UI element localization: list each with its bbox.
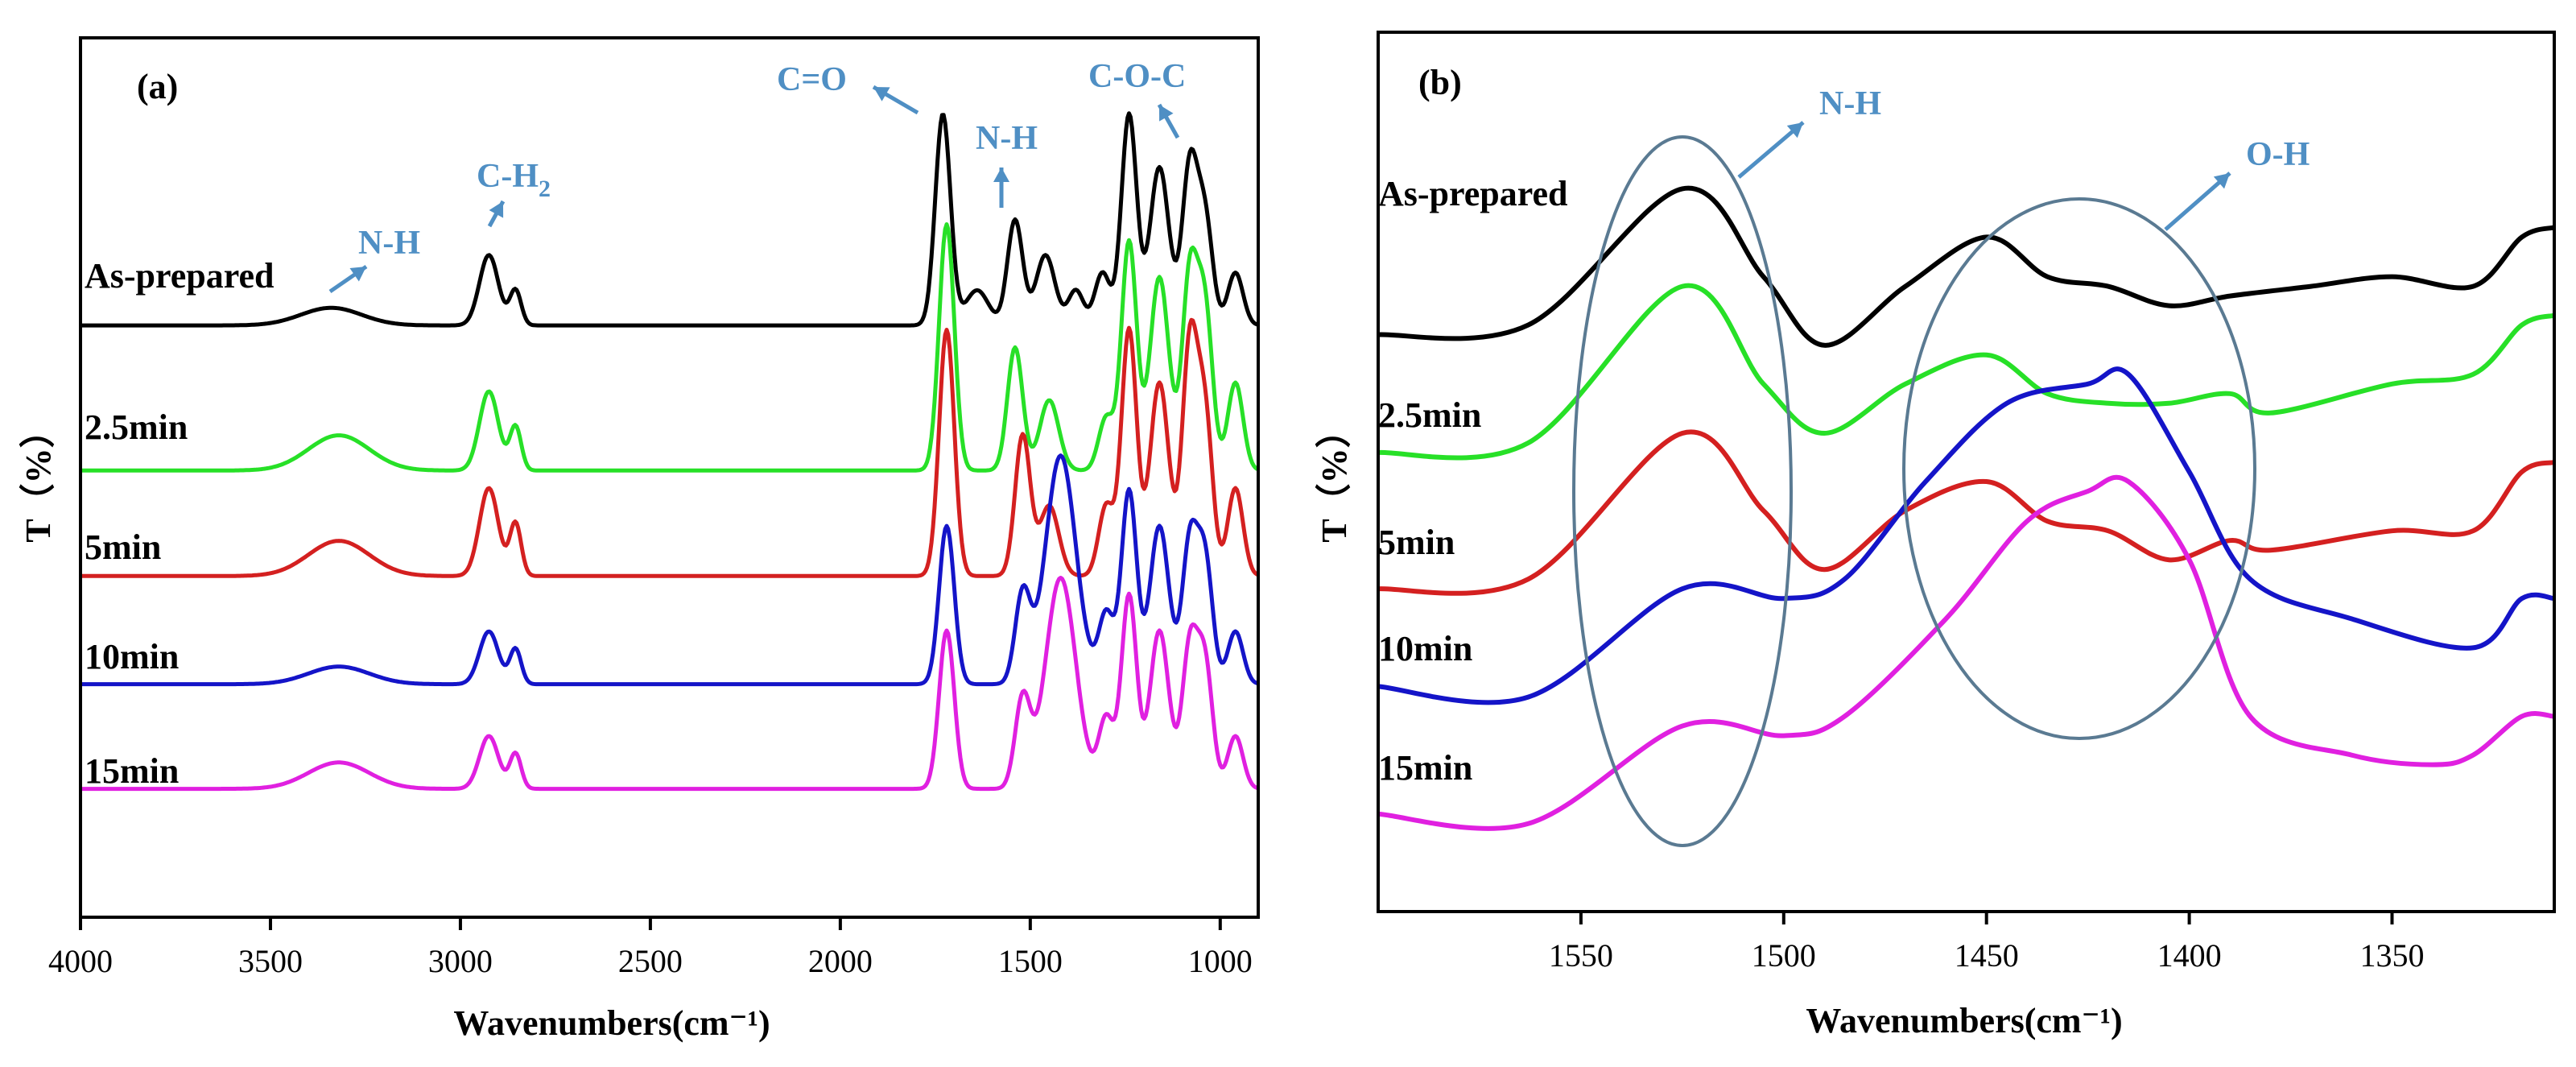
panel-a-tick-label-4000: 4000	[48, 943, 113, 979]
panel-b-series-labels: As-prepared 2.5min 5min 10min 15min	[1378, 174, 1568, 788]
panel-a: 4000 3500 3000 2500 2000 1500 1000 N-HC-H2C=ON…	[19, 36, 1260, 1043]
panel-a-series-labels: As-prepared 2.5min 5min 10min 15min	[85, 256, 275, 791]
panel-b-annotation-n-h-0-arrowhead	[1786, 122, 1803, 139]
panel-b-line-2-5min	[1377, 283, 2555, 461]
panel-b-tick-label-1450: 1450	[1955, 937, 2019, 974]
panel-a-annotation-c-o-c-4-arrowhead	[1159, 105, 1174, 122]
panel-a-tick-label-1000: 1000	[1188, 943, 1253, 979]
panel-a-tick-label-3500: 3500	[238, 943, 303, 979]
panel-b-line-10min	[1377, 366, 2555, 705]
panel-b-series-label-15min: 15min	[1378, 748, 1472, 788]
panel-b-tick-label-1500: 1500	[1752, 937, 1816, 974]
panel-b: 1550 1500 1450 1400 1350 N-H O-H As-prepared 2…	[1315, 31, 2556, 1040]
panel-b-line-as-prepared	[1377, 185, 2555, 348]
panel-b-annotation-o-h-1: O-H	[2246, 136, 2310, 173]
panel-a-annotation-c-o-c-4: C-O-C	[1088, 58, 1186, 95]
panel-a-annotation-c-o-2: C=O	[777, 61, 847, 98]
panel-b-x-axis-label: Wavenumbers(cm⁻¹)	[1806, 1001, 2122, 1040]
panel-a-annotations: N-H C-H2 C=O N-H C-O-C	[328, 58, 1186, 294]
panel-a-line-2-5min	[80, 222, 1260, 473]
panel-b-annotations: N-H O-H	[1572, 85, 2310, 847]
panel-b-series-label-as-prepared: As-prepared	[1378, 174, 1568, 213]
panel-b-annotation-o-h-1-arrowhead	[2213, 173, 2230, 189]
panel-b-line-5min	[1377, 429, 2555, 596]
panel-b-tick-label-1550: 1550	[1549, 937, 1613, 974]
panel-a-x-ticks: 4000 3500 3000 2500 2000 1500 1000	[48, 917, 1253, 979]
panel-a-series-label-5min: 5min	[85, 527, 161, 567]
panel-b-curves	[1377, 185, 2555, 831]
panel-a-tick-label-2000: 2000	[808, 943, 873, 979]
panel-a-tick-label-3000: 3000	[428, 943, 493, 979]
panel-a-annotation-c-o-2-arrowhead	[873, 87, 890, 101]
panel-b-annotation-o-h-1-ellipse	[1902, 197, 2256, 740]
panel-a-tick-label-2500: 2500	[618, 943, 683, 979]
panel-a-x-axis-label: Wavenumbers(cm⁻¹)	[453, 1003, 770, 1043]
panel-b-frame	[1377, 31, 2556, 913]
panel-a-annotation-n-h-3: N-H	[976, 120, 1038, 157]
panel-b-tick-label-1350: 1350	[2359, 937, 2424, 974]
panel-a-line-5min	[80, 317, 1260, 578]
panel-a-series-label-2-5min: 2.5min	[85, 407, 188, 447]
panel-a-line-10min	[80, 453, 1259, 687]
panel-a-line-as-prepared	[80, 111, 1259, 328]
panel-a-annotation-n-h-0-arrowhead	[349, 267, 366, 282]
panel-b-annotation-n-h-0: N-H	[1819, 85, 1881, 122]
panel-b-line-15min	[1377, 474, 2555, 831]
panel-b-annotation-n-h-0-ellipse	[1572, 135, 1793, 847]
panel-a-tick-label-1500: 1500	[998, 943, 1063, 979]
panel-a-y-axis-label: T（%）	[19, 412, 58, 542]
panel-a-series-label-15min: 15min	[85, 751, 179, 791]
panel-a-annotation-n-h-0: N-H	[358, 225, 420, 262]
panel-a-series-label-as-prepared: As-prepared	[85, 256, 275, 296]
panel-a-annotation-c-h-1: C-H2	[477, 158, 551, 202]
panel-b-tick-label-1400: 1400	[2157, 937, 2222, 974]
panel-b-series-label-5min: 5min	[1378, 523, 1455, 562]
panel-b-label: (b)	[1418, 63, 1462, 102]
panel-a-annotation-n-h-3-arrowhead	[993, 167, 1009, 182]
panel-a-series-label-10min: 10min	[85, 637, 179, 676]
panel-a-label: (a)	[137, 67, 178, 106]
panel-a-curves	[80, 111, 1260, 792]
panel-b-x-ticks: 1550 1500 1450 1400 1350	[1549, 912, 2424, 974]
panel-b-series-label-2-5min: 2.5min	[1378, 395, 1481, 435]
panel-a-line-15min	[80, 576, 1259, 792]
panel-a-frame	[79, 36, 1260, 919]
panel-b-series-label-10min: 10min	[1378, 629, 1472, 668]
panel-a-annotation-c-h-1-arrowhead	[489, 201, 504, 218]
panel-b-y-axis-label: T（%）	[1315, 412, 1354, 542]
